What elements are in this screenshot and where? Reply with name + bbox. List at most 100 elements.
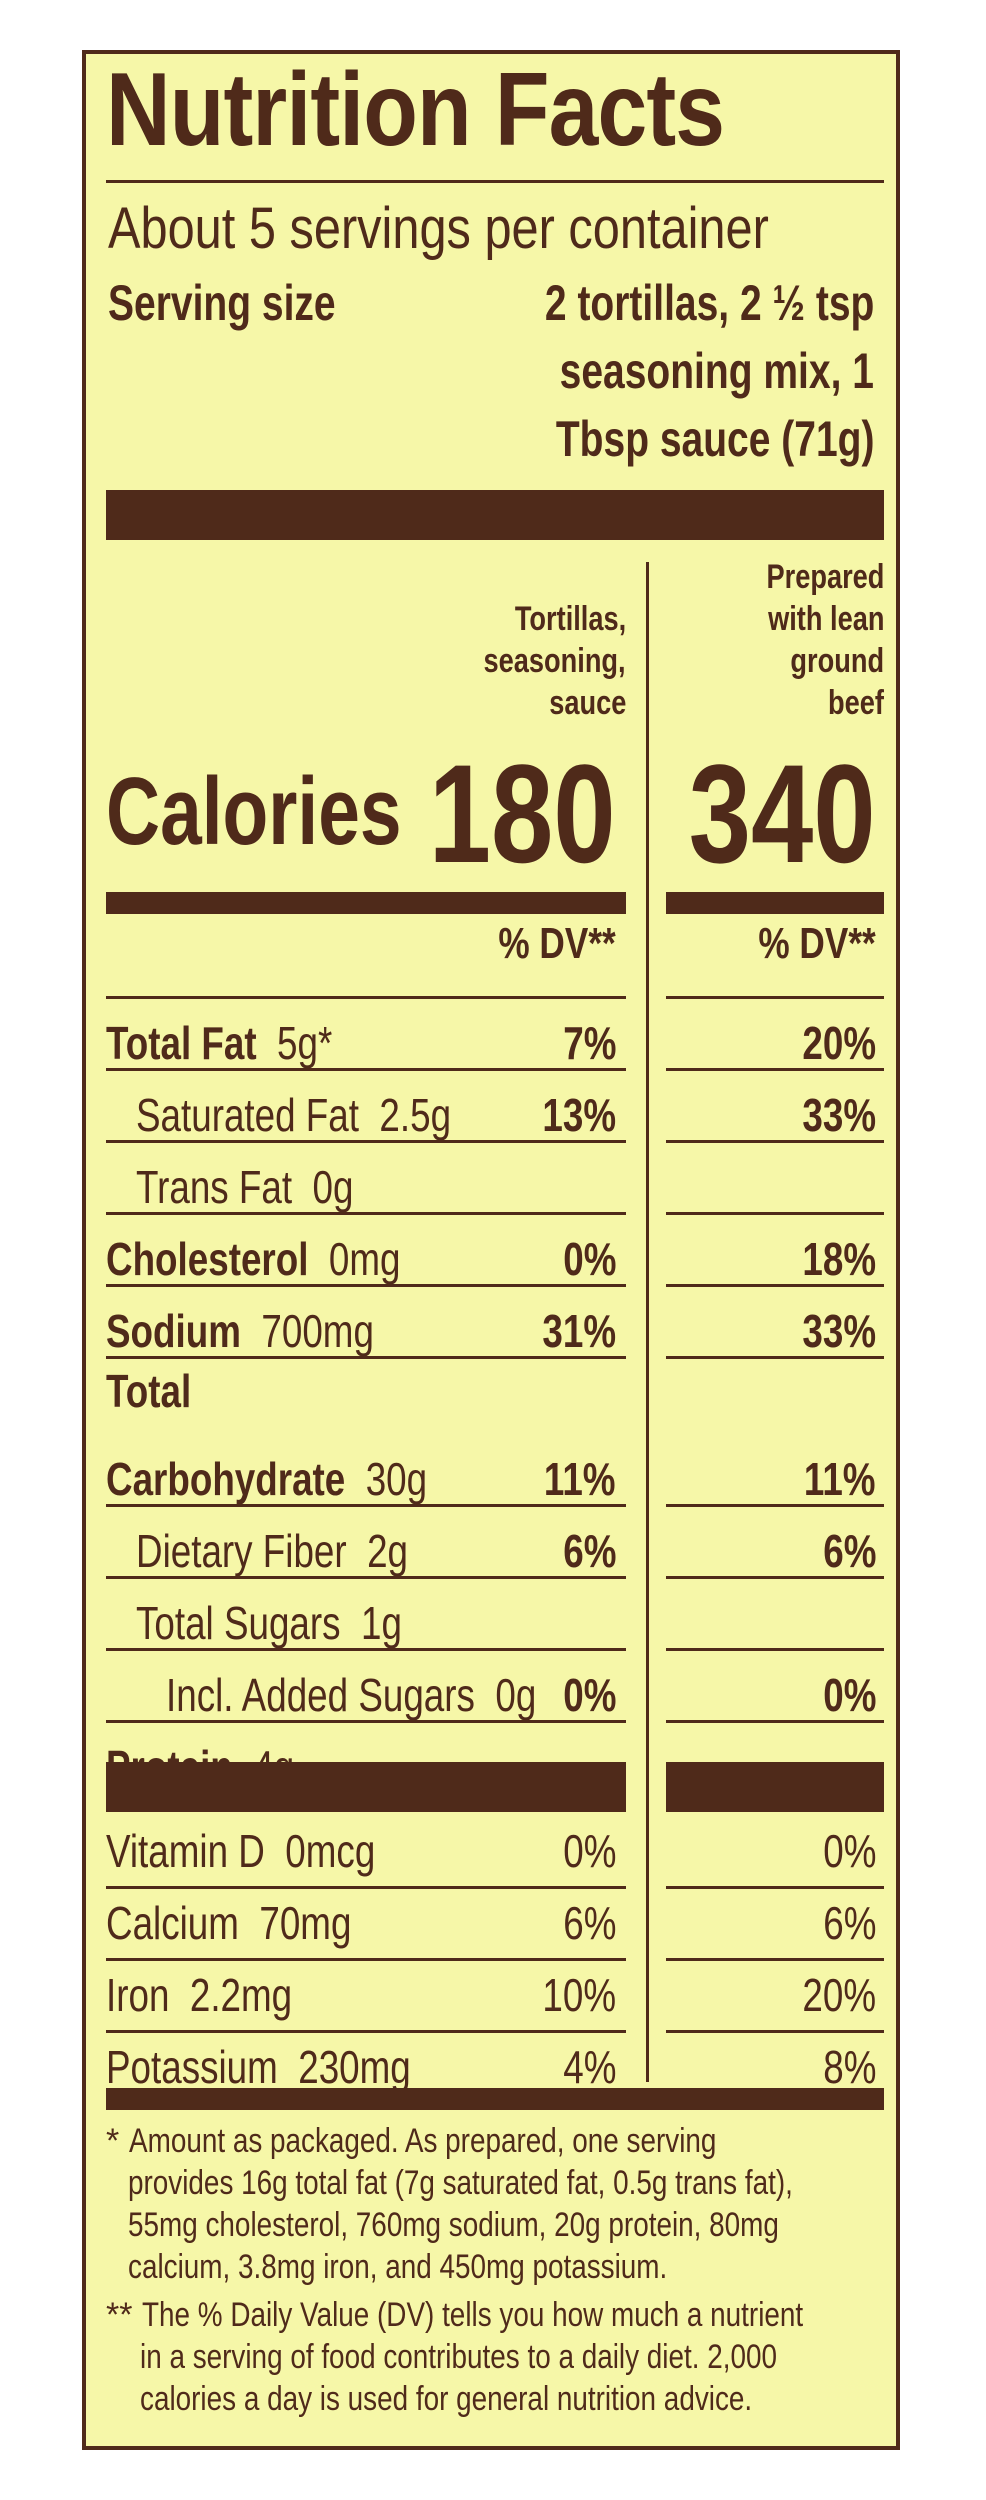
nutrient-name: Cholesterol [106,1233,309,1285]
row-divider [106,1356,626,1359]
nutrient-amount: 30g [365,1453,428,1505]
vitamin-amount: 230mg [298,2041,411,2093]
row-divider [666,1284,884,1287]
nutrient-amount: 0mg [328,1233,401,1285]
row-divider [106,1284,626,1287]
calories-label: Calories [106,758,402,865]
row-divider [106,1720,626,1723]
nutrient-row: Saturated Fat 2.5g [136,1092,530,1138]
calories-bar-left [106,892,626,914]
nutrient-amount: 1g [361,1597,402,1649]
serving-size-line: Tbsp sauce (71g) [555,411,874,467]
vitamin-bar-left [106,1762,626,1812]
vitamin-row: Calcium 70mg [106,1900,413,1946]
calories-value-prepared: 340 [689,735,876,892]
vitamin-dv-prepared: 0% [822,1825,876,1877]
nutrient-row: Total Sugars 1g [136,1600,468,1646]
footer-bar [106,2088,884,2110]
nutrient-dv-prepared: 11% [804,1453,876,1505]
nutrient-amount: 0g [495,1669,537,1721]
nutrient-amount: 5g* [277,1017,333,1069]
nutrient-row: Dietary Fiber 2g [136,1528,476,1574]
row-divider [106,2030,626,2033]
row-divider [666,1648,884,1651]
nutrient-row: Cholesterol 0mg [106,1236,474,1282]
nutrient-name: Incl. Added Sugars [166,1669,475,1721]
serving-size-label: Serving size [108,275,336,331]
nutrient-row: Carbohydrate 30g [106,1456,507,1502]
vitamin-dv-prepared: 8% [822,2041,876,2093]
vitamin-dv-packaged: 4% [562,2041,616,2093]
row-divider [106,1648,626,1651]
column-divider [646,562,649,2082]
nutrient-name: Dietary Fiber [136,1525,347,1577]
nutrient-amount: 2g [367,1525,409,1577]
row-divider [666,1140,884,1143]
footnote-double-asterisk: ** The % Daily Value (DV) tells you how … [106,2296,804,2418]
nutrient-dv-prepared: 33% [802,1089,876,1141]
nutrient-dv-packaged: 7% [562,1017,616,1069]
dv-header-prepared: % DV** [758,919,876,968]
row-divider [666,1068,884,1071]
column-header-packaged: Tortillas, seasoning, sauce [483,600,626,722]
nutrient-dv-packaged: 31% [542,1305,616,1357]
footnote-asterisk: * Amount as packaged. As prepared, one s… [106,2122,793,2286]
row-divider [666,2030,884,2033]
vitamin-bar-right [666,1762,884,1812]
nutrient-dv-packaged: 6% [562,1525,616,1577]
column-header-prepared: Prepared with lean ground beef [766,558,884,722]
row-divider [666,1576,884,1579]
nutrient-row: Trans Fat 0g [136,1164,408,1210]
nutrient-name: Sodium [106,1305,241,1357]
nutrient-row: Incl. Added Sugars 0g [166,1672,629,1718]
nutrient-amount: 2.5g [379,1089,452,1141]
row-divider [106,1958,626,1961]
vitamin-dv-packaged: 6% [562,1897,616,1949]
vitamin-row: Potassium 230mg [106,2044,487,2090]
nutrient-amount: 0g [312,1161,354,1213]
vitamin-row: Iron 2.2mg [106,1972,339,2018]
row-divider [106,1212,626,1215]
vitamin-name: Potassium [106,2041,278,2093]
vitamin-dv-prepared: 20% [802,1969,876,2021]
row-divider [106,1504,626,1507]
calories-value-packaged: 180 [429,735,616,892]
row-divider [106,1068,626,1071]
nutrient-name-line1: Total [106,1365,192,1417]
serving-size-line: seasoning mix, 1 [559,343,874,399]
nutrient-dv-prepared: 20% [802,1017,876,1069]
row-divider [106,996,626,999]
nutrient-name: Saturated Fat [136,1089,359,1141]
nutrient-dv-packaged: 13% [542,1089,616,1141]
vitamin-dv-packaged: 0% [562,1825,616,1877]
vitamin-row: Vitamin D 0mcg [106,1828,443,1874]
label-title: Nutrition Facts [106,52,725,168]
nutrient-name: Carbohydrate [106,1453,346,1505]
nutrient-dv-prepared: 0% [822,1669,876,1721]
thick-bar [106,490,884,540]
row-divider [666,996,884,999]
row-divider [106,1140,626,1143]
nutrient-name: Trans Fat [136,1161,293,1213]
nutrient-row: Total Fat 5g* [106,1020,389,1066]
vitamin-name: Calcium [106,1897,239,1949]
row-divider [666,1720,884,1723]
vitamin-name: Iron [106,1969,170,2021]
nutrient-dv-prepared: 6% [822,1525,876,1577]
nutrient-amount: 700mg [261,1305,374,1357]
dv-header-packaged: % DV** [498,919,616,968]
nutrient-row: Sodium 700mg [106,1308,441,1354]
vitamin-name: Vitamin D [106,1825,265,1877]
vitamin-amount: 0mcg [285,1825,376,1877]
nutrient-dv-packaged: 0% [562,1233,616,1285]
title-divider [106,180,884,183]
nutrient-dv-prepared: 33% [802,1305,876,1357]
calories-bar-right [666,892,884,914]
nutrient-dv-packaged: 0% [562,1669,616,1721]
nutrient-dv-prepared: 18% [802,1233,876,1285]
row-divider [666,1212,884,1215]
vitamin-dv-prepared: 6% [822,1897,876,1949]
row-divider [666,1886,884,1889]
row-divider [106,1576,626,1579]
vitamin-amount: 70mg [259,1897,352,1949]
